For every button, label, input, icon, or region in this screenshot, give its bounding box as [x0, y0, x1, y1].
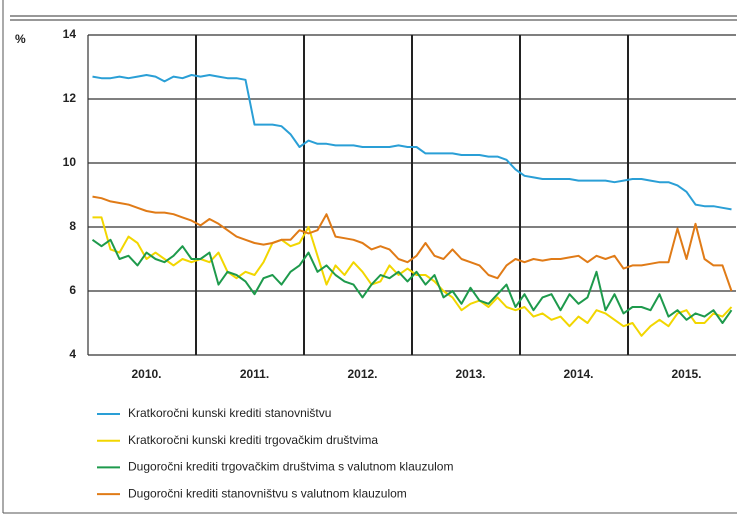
- legend-label: Kratkoročni kunski krediti stanovništvu: [128, 406, 331, 420]
- y-tick-label: 14: [63, 27, 77, 41]
- x-tick-label: 2012.: [347, 367, 377, 381]
- y-tick-label: 6: [69, 283, 76, 297]
- x-tick-label: 2015.: [671, 367, 701, 381]
- y-axis-label: %: [15, 32, 26, 46]
- x-tick-label: 2011.: [240, 367, 269, 381]
- legend-label: Dugoročni krediti stanovništvu s valutno…: [128, 486, 407, 500]
- series-line: [91, 238, 733, 324]
- legend-label: Kratkoročni kunski krediti trgovačkim dr…: [128, 433, 378, 447]
- x-tick-label: 2014.: [563, 367, 593, 381]
- y-tick-label: 12: [63, 91, 77, 105]
- x-tick-label: 2010.: [131, 367, 161, 381]
- y-tick-label: 4: [69, 347, 76, 361]
- y-tick-label: 8: [69, 219, 76, 233]
- series-line: [92, 74, 732, 211]
- series-line: [92, 195, 733, 292]
- x-tick-label: 2013.: [455, 367, 485, 381]
- legend-label: Dugoročni krediti trgovačkim društvima s…: [128, 460, 453, 474]
- y-tick-label: 10: [63, 155, 77, 169]
